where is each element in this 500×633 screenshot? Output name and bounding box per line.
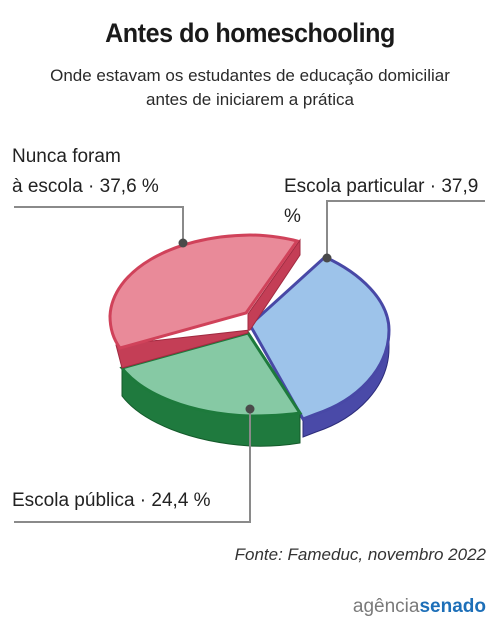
label-publica-text: Escola pública · 24,4 % bbox=[12, 490, 211, 511]
leader-line-publica bbox=[14, 404, 255, 523]
slice-escola-particular bbox=[248, 255, 391, 421]
logo-text-agencia: agência bbox=[352, 596, 420, 617]
leader-line-nunca bbox=[14, 206, 188, 248]
label-nunca-line-1: Nunca foram bbox=[12, 146, 121, 167]
slice-escola-publica bbox=[119, 331, 303, 418]
label-nunca-line-2: à escola · 37,6 % bbox=[12, 176, 159, 197]
logo-text-senado: senado bbox=[419, 596, 486, 617]
slice-nunca-foram bbox=[108, 233, 300, 350]
chart-title: Antes do homeschooling bbox=[105, 18, 395, 48]
label-particular-text: Escola particular · 37,9 % bbox=[284, 176, 479, 227]
leader-line-particular bbox=[322, 200, 485, 263]
subtitle-line-1: Onde estavam os estudantes de educação d… bbox=[50, 66, 450, 85]
chart-subtitle: Onde estavam os estudantes de educação d… bbox=[20, 64, 480, 112]
label-nunca-foram: Nunca foram à escola · 37,6 % bbox=[12, 142, 159, 202]
subtitle-line-2: antes de iniciarem a prática bbox=[146, 90, 354, 109]
slice-nunca-foram-side bbox=[115, 238, 301, 369]
label-escola-particular: Escola particular · 37,9 % bbox=[284, 172, 500, 232]
label-escola-publica: Escola pública · 24,4 % bbox=[12, 486, 211, 516]
agencia-senado-logo: agênciasenado bbox=[353, 596, 486, 618]
source-note: Fonte: Fameduc, novembro 2022 bbox=[234, 545, 486, 564]
